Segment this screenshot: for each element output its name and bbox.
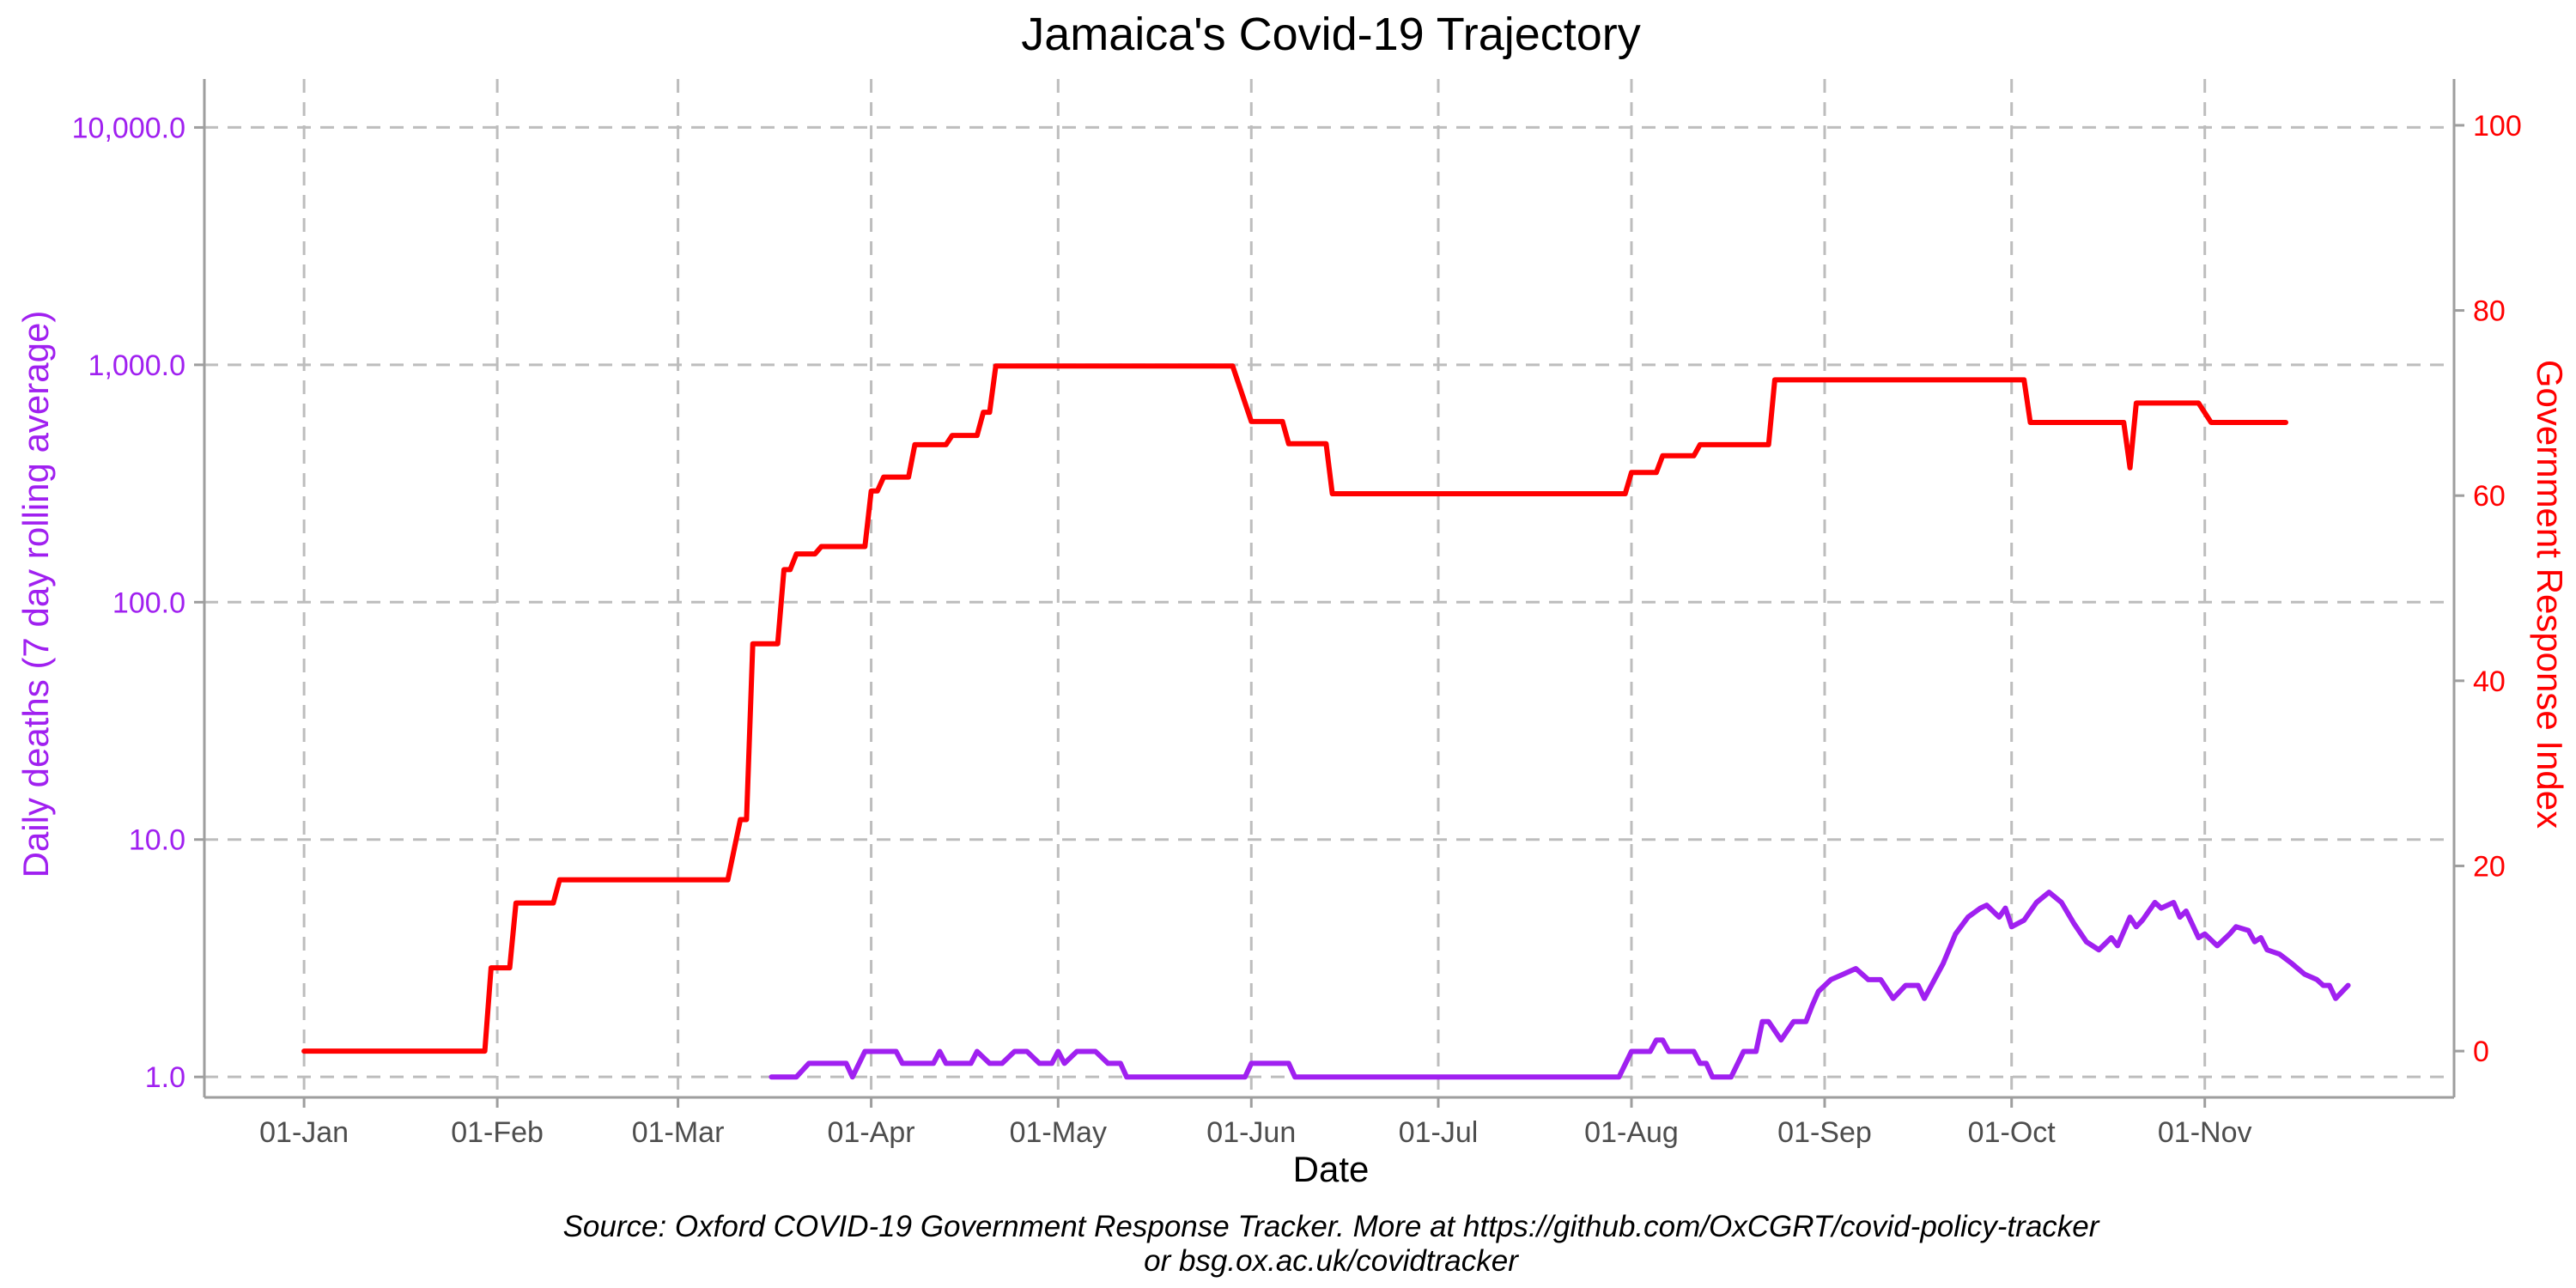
x-tick-label: 01-Jun — [1206, 1116, 1296, 1149]
y-axis-right-label: Government Response Index — [2530, 360, 2570, 829]
x-tick-label: 01-Aug — [1584, 1116, 1679, 1149]
y-left-tick-label: 10,000.0 — [72, 112, 185, 144]
x-tick-label: 01-Apr — [828, 1116, 915, 1149]
axes-layer — [203, 79, 2456, 1099]
y-left-tick-label: 100.0 — [112, 586, 185, 619]
y-left-tick-label: 10.0 — [129, 824, 185, 857]
x-tick-label: 01-Sep — [1777, 1116, 1872, 1149]
x-tick-label: 01-Nov — [2158, 1116, 2252, 1149]
ticks-layer: 01-Jan 01-Feb 01-Mar 01-Apr 01-May 01-Jun 01-J… — [72, 110, 2522, 1149]
y-left-tick-label: 1.0 — [145, 1061, 185, 1094]
caption-line-2: or bsg.ox.ac.uk/covidtracker — [1144, 1244, 1519, 1278]
series-line-response-index — [301, 363, 2288, 1054]
y-right-tick-label: 80 — [2473, 295, 2506, 328]
y-axis-left-label: Daily deaths (7 day rolling average) — [15, 311, 56, 878]
y-right-tick-label: 100 — [2473, 110, 2522, 143]
y-right-tick-label: 60 — [2473, 480, 2506, 513]
x-tick-label: 01-Jan — [259, 1116, 349, 1149]
chart-title: Jamaica's Covid-19 Trajectory — [1021, 9, 1641, 60]
x-tick-label: 01-Feb — [451, 1116, 544, 1149]
y-right-tick-label: 40 — [2473, 665, 2506, 698]
x-axis-label: Date — [1293, 1149, 1370, 1189]
y-left-tick-label: 1,000.0 — [88, 349, 185, 382]
y-right-tick-label: 20 — [2473, 850, 2506, 883]
series-layer — [301, 363, 2351, 1080]
x-tick-label: 01-May — [1010, 1116, 1107, 1149]
x-tick-label: 01-Mar — [632, 1116, 725, 1149]
y-right-tick-label: 0 — [2473, 1036, 2489, 1068]
x-tick-label: 01-Oct — [1968, 1116, 2057, 1149]
x-tick-label: 01-Jul — [1399, 1116, 1479, 1149]
caption-line-1: Source: Oxford COVID-19 Government Respo… — [563, 1210, 2100, 1243]
series-line-daily-deaths — [769, 890, 2351, 1080]
